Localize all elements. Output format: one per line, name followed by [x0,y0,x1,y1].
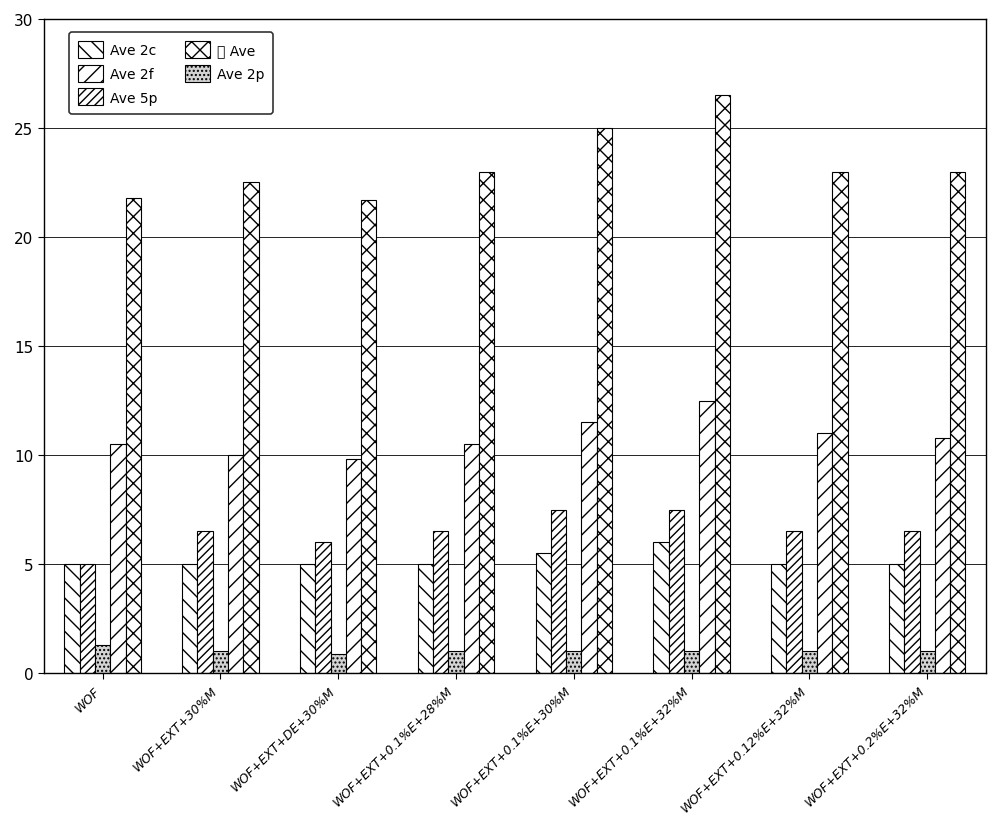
Bar [699,401,715,673]
Bar [581,423,597,673]
Bar [684,652,699,673]
Bar [182,565,197,673]
Bar [126,199,141,673]
Bar [597,129,612,673]
Bar [536,554,551,673]
Bar [95,645,110,673]
Bar [920,652,935,673]
Bar [448,652,464,673]
Bar [228,455,243,673]
Legend: Ave 2c, Ave 2f, Ave 5p, 总 Ave, Ave 2p: Ave 2c, Ave 2f, Ave 5p, 总 Ave, Ave 2p [69,33,273,114]
Bar [197,532,213,673]
Bar [315,542,331,673]
Bar [551,510,566,673]
Bar [479,172,494,673]
Bar [669,510,684,673]
Bar [346,460,361,673]
Bar [904,532,920,673]
Bar [715,96,730,673]
Bar [418,565,433,673]
Bar [889,565,904,673]
Bar [80,565,95,673]
Bar [935,438,950,673]
Bar [566,652,581,673]
Bar [786,532,802,673]
Bar [817,434,832,673]
Bar [771,565,786,673]
Bar [213,652,228,673]
Bar [832,172,848,673]
Bar [361,200,376,673]
Bar [464,445,479,673]
Bar [331,654,346,673]
Bar [64,565,80,673]
Bar [950,172,965,673]
Bar [110,445,126,673]
Bar [243,183,259,673]
Bar [802,652,817,673]
Bar [300,565,315,673]
Bar [433,532,448,673]
Bar [653,542,669,673]
